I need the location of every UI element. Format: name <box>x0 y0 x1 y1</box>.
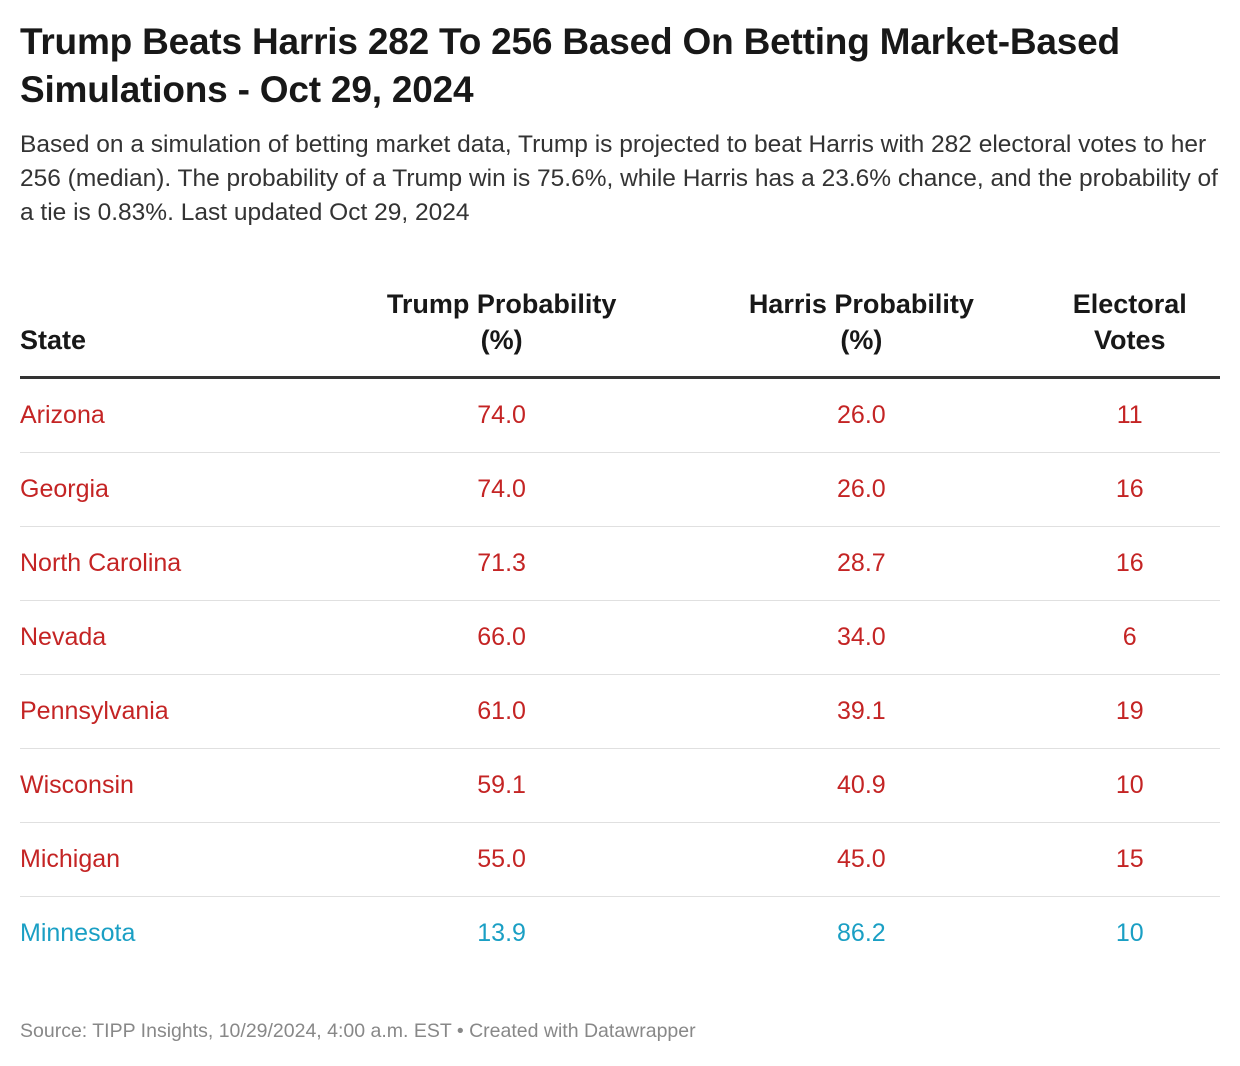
header-trump-line2: (%) <box>480 325 523 355</box>
cell-electoral-votes: 10 <box>1115 919 1144 947</box>
cell-state: Minnesota <box>20 919 136 947</box>
cell-harris-probability: 26.0 <box>683 452 1040 527</box>
cell-trump-probability: 55.0 <box>320 822 684 897</box>
header-ev-line2: Votes <box>1093 325 1166 355</box>
cell-state: Nevada <box>20 600 320 675</box>
cell-harris-probability: 39.1 <box>683 674 1040 749</box>
cell-state: Michigan <box>20 822 320 897</box>
cell-trump-probability: 71.3 <box>320 526 684 601</box>
cell-state: Arizona <box>20 377 320 453</box>
cell-state: North Carolina <box>20 526 320 601</box>
cell-state: Wisconsin <box>20 748 320 823</box>
table-row: Georgia 74.0 26.0 16 <box>20 452 1220 527</box>
cell-electoral-votes: 19 <box>1039 674 1220 749</box>
cell-electoral-votes: 15 <box>1039 822 1220 897</box>
table-row: Michigan 55.0 45.0 15 <box>20 822 1220 897</box>
chart-container: Trump Beats Harris 282 To 256 Based On B… <box>20 18 1220 970</box>
header-electoral-votes: Electoral Votes <box>1039 286 1220 379</box>
header-ev-line1: Electoral <box>1072 289 1187 319</box>
header-trump-probability: Trump Probability (%) <box>320 286 684 379</box>
cell-trump-probability: 61.0 <box>320 674 684 749</box>
table-row: Wisconsin 59.1 40.9 10 <box>20 748 1220 823</box>
table-row: Pennsylvania 61.0 39.1 19 <box>20 674 1220 749</box>
cell-electoral-votes: 10 <box>1039 748 1220 823</box>
table-row: Nevada 66.0 34.0 6 <box>20 600 1220 675</box>
cell-trump-probability: 13.9 <box>477 919 526 947</box>
cell-harris-probability: 86.2 <box>837 919 886 947</box>
cell-trump-probability: 59.1 <box>320 748 684 823</box>
table-row: Arizona 74.0 26.0 11 <box>20 377 1220 453</box>
page-subtitle: Based on a simulation of betting market … <box>20 131 1218 226</box>
cell-harris-probability: 40.9 <box>683 748 1040 823</box>
table-row: North Carolina 71.3 28.7 16 <box>20 526 1220 601</box>
cell-state: Georgia <box>20 452 320 527</box>
header-state: State <box>20 286 320 379</box>
cell-trump-probability: 74.0 <box>320 377 684 453</box>
cell-electoral-votes: 16 <box>1039 526 1220 601</box>
page-title: Trump Beats Harris 282 To 256 Based On B… <box>20 21 1120 110</box>
header-harris-line1: Harris Probability <box>748 289 974 319</box>
header-trump-line1: Trump Probability <box>386 289 617 319</box>
table-row: Minnesota 13.9 86.2 10 <box>20 897 1220 971</box>
cell-harris-probability: 26.0 <box>683 377 1040 453</box>
cell-state: Pennsylvania <box>20 674 320 749</box>
header-harris-line2: (%) <box>840 325 883 355</box>
cell-electoral-votes: 6 <box>1039 600 1220 675</box>
state-probability-table: State Trump Probability (%) Harris Proba… <box>20 286 1220 970</box>
cell-electoral-votes: 11 <box>1039 377 1220 453</box>
table-body: Arizona 74.0 26.0 11 Georgia 74.0 26.0 1… <box>20 377 1220 971</box>
header-harris-probability: Harris Probability (%) <box>683 286 1040 379</box>
cell-harris-probability: 34.0 <box>683 600 1040 675</box>
cell-trump-probability: 74.0 <box>320 452 684 527</box>
cell-trump-probability: 66.0 <box>320 600 684 675</box>
source-footer: Source: TIPP Insights, 10/29/2024, 4:00 … <box>20 1020 696 1042</box>
cell-harris-probability: 28.7 <box>683 526 1040 601</box>
cell-harris-probability: 45.0 <box>683 822 1040 897</box>
cell-electoral-votes: 16 <box>1039 452 1220 527</box>
table-header-row: State Trump Probability (%) Harris Proba… <box>20 286 1220 379</box>
